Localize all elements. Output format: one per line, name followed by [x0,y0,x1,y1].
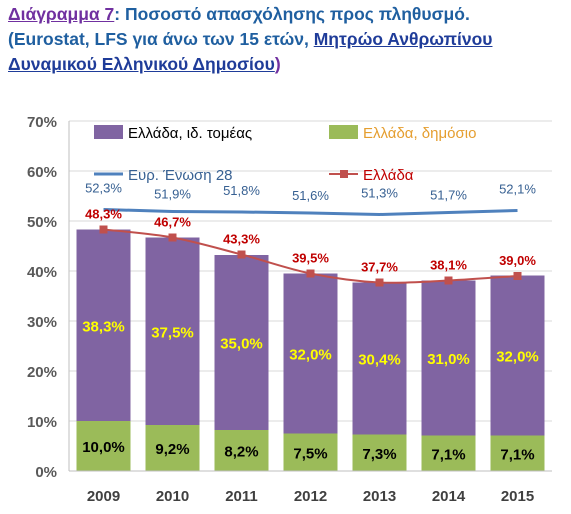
lines: 52,3% 51,9% 51,8% 51,6% 51,3% 51,7% 52,1% 48,3%… [85,181,536,287]
x-tick-label: 2014 [432,488,466,505]
bar-public [352,434,407,471]
data-label-private: 32,0% [496,349,539,366]
marker-greece [513,272,522,280]
legend-label-eu28: Ευρ. Ένωση 28 [128,167,233,184]
data-label-private: 35,0% [220,336,263,353]
data-label-private: 31,0% [427,351,470,368]
data-label-private: 38,3% [82,318,125,335]
marker-greece [444,276,453,285]
legend-label-greece: Ελλάδα [363,167,414,184]
data-label-eu28: 51,3% [361,186,398,201]
y-tick-label: 40% [27,264,57,281]
data-label-eu28: 51,6% [292,188,329,203]
data-label-greece: 39,0% [499,253,536,268]
y-tick-label: 10% [27,414,57,431]
title-text: Ποσοστό απασχόλησης προς πληθυσμό. [120,4,470,24]
data-label-eu28: 52,1% [499,182,536,197]
bar-private [214,255,269,430]
x-tick-label: 2009 [87,488,120,505]
data-label-eu28: 51,8% [223,183,260,198]
legend-swatch-public [329,125,358,139]
data-label-private: 30,4% [358,352,401,369]
data-label-greece: 43,3% [223,232,260,247]
registry-link[interactable]: Μητρώο Ανθρωπίνου Δυναμικού Ελληνικού Δη… [8,29,493,74]
data-label-public: 7,5% [293,445,327,462]
y-tick-label: 60% [27,164,57,181]
x-axis: 2009 2010 2011 2012 2013 2014 2015 [69,470,552,505]
title-colon: : [114,4,121,24]
data-label-private: 32,0% [289,347,332,364]
y-tick-label: 30% [27,314,57,331]
chart-title: Διάγραμμα 7: Ποσοστό απασχόλησης προς πλ… [8,2,568,77]
data-label-public: 7,3% [362,446,396,463]
legend-marker-greece [340,170,348,178]
title-source: (Eurostat, LFS για άνω των 15 ετών, [8,29,314,49]
legend-label-private: Ελλάδα, ιδ. τομέας [128,125,252,142]
bar-private [76,229,131,421]
bar-public [214,430,269,471]
data-label-public: 7,1% [431,446,465,463]
y-tick-label: 70% [27,114,57,131]
bar-private [283,273,338,434]
title-diagram-number: Διάγραμμα 7 [8,4,115,24]
bar-public [490,435,545,471]
data-label-greece: 46,7% [154,215,191,230]
bar-private [352,282,407,435]
data-label-greece: 39,5% [292,251,329,266]
data-label-greece: 38,1% [430,258,467,273]
bar-private [145,237,200,425]
marker-greece [237,250,246,259]
legend: Ελλάδα, ιδ. τομέας Ελλάδα, δημόσιο Ευρ. Έν… [94,125,476,184]
y-tick-label: 50% [27,214,57,231]
data-label-public: 9,2% [155,441,189,458]
bar-private [421,280,476,436]
data-label-greece: 48,3% [85,207,122,222]
x-tick-label: 2011 [225,488,258,505]
y-tick-label: 20% [27,364,57,381]
data-label-public: 10,0% [82,439,125,456]
data-label-public: 7,1% [500,446,534,463]
y-tick-label: 0% [35,464,57,481]
bar-private [490,275,545,436]
marker-greece [306,269,315,278]
legend-swatch-private [94,125,123,139]
data-label-eu28: 51,9% [154,187,191,202]
bars: 10,0% 38,3% 9,2% 37,5% 8,2% 35,0% 7,5% 32,0% 7,3… [76,229,545,471]
bar-public [145,425,200,471]
marker-greece [168,233,177,242]
series-line-eu28 [103,208,518,217]
marker-greece [99,225,108,234]
title-close-paren: ) [274,54,281,74]
bar-public [76,421,131,471]
legend-label-public: Ελλάδα, δημόσιο [363,125,476,142]
x-tick-label: 2010 [156,488,189,505]
data-label-public: 8,2% [224,444,258,461]
data-label-eu28: 51,7% [430,188,467,203]
x-tick-label: 2013 [363,488,396,505]
data-label-greece: 37,7% [361,260,398,275]
x-tick-label: 2012 [294,488,327,505]
marker-greece [375,278,384,287]
x-tick-label: 2015 [501,488,534,505]
bar-public [421,435,476,471]
data-label-eu28: 52,3% [85,181,122,196]
employment-chart: 0% 10% 20% 30% 40% 50% 60% 70% 10,0% 38,3% 9,2% 37… [27,114,552,505]
y-axis: 0% 10% 20% 30% 40% 50% 60% 70% [27,114,70,481]
data-label-private: 37,5% [151,324,194,341]
bar-public [283,433,338,471]
